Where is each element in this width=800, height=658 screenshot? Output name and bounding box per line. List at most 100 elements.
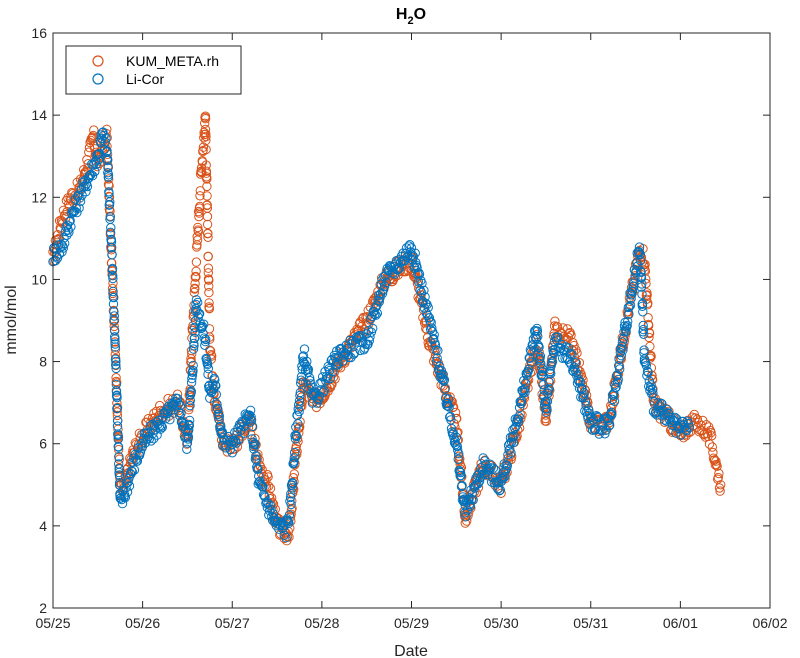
data-point [433, 345, 443, 356]
title-subscript: 2 [407, 15, 413, 27]
data-point [626, 290, 637, 300]
data-point [105, 227, 116, 238]
data-point [544, 384, 554, 394]
data-point [112, 403, 123, 413]
data-point [600, 429, 610, 439]
data-point [244, 410, 255, 420]
data-point [537, 364, 547, 374]
data-point [103, 163, 113, 173]
data-point [710, 455, 720, 465]
data-point [542, 404, 552, 414]
data-point [711, 456, 721, 466]
data-point [89, 125, 99, 135]
data-point [188, 360, 198, 371]
data-point [108, 286, 118, 297]
data-point [622, 320, 632, 331]
data-point [183, 432, 194, 442]
data-point [109, 292, 119, 303]
data-point [639, 354, 650, 364]
data-point [201, 334, 211, 345]
data-point [62, 230, 72, 241]
data-point [188, 365, 198, 376]
data-point [186, 377, 197, 388]
data-point [612, 370, 622, 380]
data-point [190, 283, 200, 293]
y-axis-label: mmol/mol [3, 285, 20, 354]
y-tick-label: 8 [39, 354, 47, 370]
data-point [286, 499, 296, 510]
data-point [190, 278, 200, 289]
data-point [683, 418, 694, 429]
data-point [106, 223, 116, 233]
data-point [201, 168, 212, 178]
data-point [630, 273, 640, 283]
data-point [500, 472, 510, 482]
data-point [364, 336, 374, 346]
data-point [102, 155, 113, 166]
data-point [426, 317, 436, 328]
data-point [321, 376, 331, 386]
data-point [395, 263, 405, 273]
data-point [712, 461, 722, 471]
data-point [53, 230, 63, 240]
data-point [290, 434, 301, 444]
data-point [451, 439, 461, 450]
data-point [349, 348, 360, 358]
data-point [333, 358, 343, 368]
data-point [184, 405, 194, 415]
data-point [277, 523, 288, 534]
data-point [460, 508, 470, 518]
data-point [179, 419, 190, 429]
data-point [295, 387, 305, 398]
data-point [507, 432, 517, 442]
data-point [509, 431, 519, 441]
data-point [516, 396, 527, 406]
data-point [566, 330, 576, 340]
data-point [541, 410, 551, 420]
data-point [156, 421, 167, 431]
data-point [424, 313, 435, 323]
data-point [325, 373, 336, 384]
data-point [105, 197, 115, 207]
data-point [109, 325, 120, 335]
data-point [285, 492, 296, 503]
data-point [430, 340, 441, 350]
data-point [465, 501, 475, 512]
title-main: H [396, 6, 408, 23]
data-point [120, 492, 131, 503]
data-point [550, 316, 560, 326]
data-point [439, 375, 450, 385]
data-point [502, 461, 512, 471]
legend-label-licor: Li-Cor [126, 71, 164, 87]
data-point [109, 311, 120, 321]
data-point [499, 459, 509, 469]
data-point [200, 340, 210, 350]
x-tick-label: 05/31 [573, 615, 608, 631]
data-point [444, 402, 454, 412]
data-point [211, 389, 222, 400]
data-point [454, 467, 465, 477]
y-tick-label: 12 [31, 189, 47, 205]
legend-box [65, 45, 242, 95]
data-point [484, 464, 494, 474]
data-point [506, 448, 516, 458]
data-point [641, 278, 651, 289]
plot-area [48, 111, 726, 546]
data-point [102, 146, 112, 156]
x-tick-label: 05/30 [484, 615, 519, 631]
x-tick-label: 06/01 [663, 615, 698, 631]
data-point [177, 417, 187, 427]
data-point [106, 237, 117, 247]
data-point [714, 468, 724, 479]
data-point [546, 358, 557, 369]
data-point [546, 369, 556, 379]
data-point [107, 263, 118, 274]
y-tick-label: 6 [39, 436, 47, 452]
data-point [483, 465, 493, 475]
data-point [381, 277, 391, 288]
data-point [200, 118, 210, 129]
data-point [315, 378, 325, 388]
data-point [200, 124, 211, 135]
data-point [108, 273, 118, 284]
data-point [113, 430, 123, 440]
